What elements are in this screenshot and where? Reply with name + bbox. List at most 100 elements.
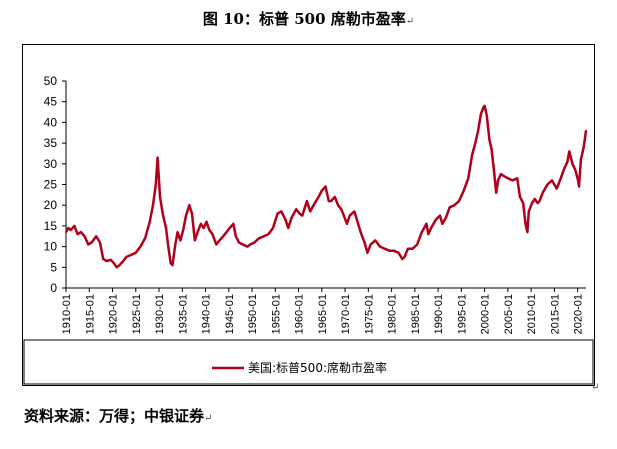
y-tick-label: 30 (44, 157, 58, 171)
data-point (188, 204, 191, 207)
data-point (357, 222, 359, 225)
x-tick-label: 2010-01 (526, 294, 538, 334)
data-point (228, 227, 231, 229)
data-point (171, 264, 174, 267)
x-tick-label: 1930-01 (154, 294, 166, 334)
data-point (568, 150, 571, 153)
x-tick-label: 1910-01 (61, 294, 73, 334)
data-point (272, 227, 274, 229)
data-point (448, 206, 451, 209)
x-tick-label: 2015-01 (549, 294, 561, 334)
data-point (555, 187, 558, 190)
data-point (393, 249, 395, 252)
data-point (83, 235, 86, 238)
data-point (353, 210, 356, 213)
y-tick-label: 10 (44, 240, 58, 254)
data-point (483, 104, 486, 107)
y-tick-label: 45 (44, 95, 58, 109)
data-point (222, 235, 225, 238)
data-point (477, 129, 479, 132)
y-tick-label: 15 (44, 219, 58, 233)
data-point (578, 185, 580, 188)
data-point (320, 189, 323, 192)
data-point (148, 220, 151, 223)
data-point (73, 225, 76, 227)
data-point (99, 241, 101, 244)
data-point (79, 231, 82, 234)
data-point (488, 138, 491, 140)
data-point (462, 189, 465, 192)
data-point (541, 191, 544, 194)
data-point (527, 210, 530, 213)
data-point (174, 243, 177, 246)
x-tick-label: 1950-01 (247, 294, 259, 334)
data-point (115, 266, 118, 269)
data-point (467, 177, 470, 180)
data-point (196, 231, 199, 234)
legend-label: 美国:标普500:席勒市盈率 (248, 360, 387, 375)
x-tick-label: 1990-01 (433, 294, 445, 334)
data-point (458, 200, 460, 202)
data-point (327, 200, 330, 202)
data-point (499, 173, 502, 176)
x-tick-label: 1955-01 (270, 294, 282, 334)
data-point (411, 247, 414, 250)
data-point (225, 231, 228, 234)
data-point (262, 235, 265, 238)
data-point (531, 202, 533, 205)
paragraph-mark: ↵ (405, 16, 415, 27)
x-tick-label: 2005-01 (503, 294, 515, 334)
data-point (295, 208, 298, 211)
data-point (546, 183, 549, 186)
data-point (340, 208, 343, 211)
data-point (238, 241, 240, 244)
data-point (366, 251, 369, 254)
data-point (69, 229, 72, 231)
data-point (165, 227, 167, 229)
data-point (159, 196, 161, 198)
data-point (215, 243, 218, 246)
data-point (493, 169, 495, 171)
data-point (503, 175, 506, 178)
data-point (139, 245, 142, 248)
data-point (134, 251, 137, 254)
data-point (193, 239, 196, 242)
data-point (241, 243, 244, 246)
data-point (577, 179, 579, 182)
data-point (425, 222, 428, 225)
x-tick-label: 1970-01 (340, 294, 352, 334)
data-point (309, 210, 312, 213)
data-point (202, 227, 205, 229)
data-point (156, 156, 159, 159)
data-point (506, 177, 509, 180)
data-point (582, 146, 585, 149)
data-point (522, 202, 525, 205)
data-point (317, 196, 320, 198)
data-point (562, 169, 565, 171)
data-point (106, 260, 108, 262)
data-point (406, 247, 409, 250)
data-point (519, 196, 521, 198)
data-point (397, 251, 400, 254)
data-point (383, 247, 386, 250)
data-point (67, 227, 70, 229)
data-point (208, 229, 211, 231)
data-point (497, 179, 499, 182)
data-point (439, 214, 441, 217)
data-point (90, 241, 93, 244)
y-tick-label: 50 (44, 74, 58, 88)
data-point (388, 249, 391, 252)
data-point (538, 200, 541, 202)
data-point (152, 204, 154, 207)
data-point (276, 212, 279, 215)
x-tick-label: 1985-01 (410, 294, 422, 334)
data-point (330, 200, 333, 202)
data-point (167, 245, 170, 248)
data-point (559, 179, 561, 182)
data-point (154, 183, 157, 186)
data-point (490, 148, 493, 151)
x-tick-label: 1935-01 (177, 294, 189, 334)
data-point (379, 245, 381, 248)
chart-title: 图 10：标普 500 席勒市盈率↵ (202, 10, 415, 28)
data-point (403, 256, 406, 258)
